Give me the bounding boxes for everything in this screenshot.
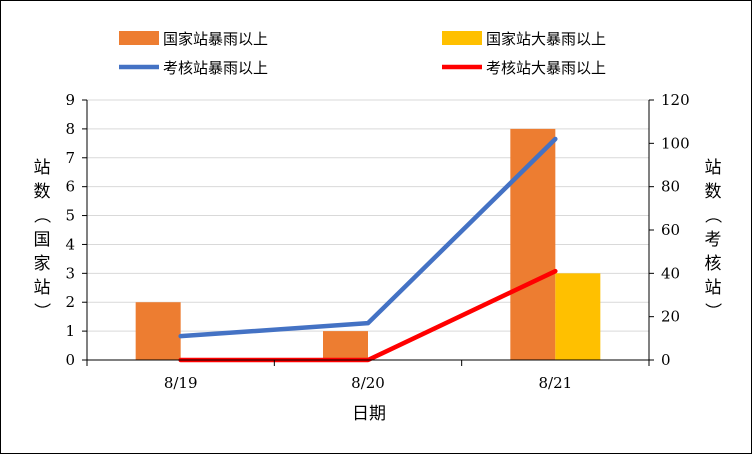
bar-series	[135, 128, 601, 360]
axis-title-char: 国	[34, 230, 51, 250]
left-axis-title: 站数（国家站）	[31, 158, 51, 320]
legend-label: 考核站暴雨以上	[163, 59, 268, 77]
axis-title-char: 站	[705, 158, 722, 178]
x-tick-label: 8/21	[538, 374, 572, 392]
bar	[135, 302, 181, 360]
axis-title-char: 站	[34, 278, 51, 298]
axis-title-char: ）	[702, 303, 722, 320]
axis-title-char: 站	[705, 278, 722, 298]
legend-item: 国家站暴雨以上	[119, 30, 268, 48]
axes	[82, 99, 654, 366]
axis-title-char: 站	[34, 158, 51, 178]
left-tick-label: 2	[65, 293, 75, 311]
legend-item: 国家站大暴雨以上	[442, 30, 606, 48]
axis-title-char: 数	[705, 182, 722, 202]
x-axis-title: 日期	[352, 404, 386, 424]
x-tick-label: 8/20	[351, 374, 385, 392]
left-axis-ticks: 0 1 2 3 4 5 6 7 8 9	[65, 91, 75, 369]
axis-title-char: 数	[34, 182, 51, 202]
left-tick-label: 1	[65, 322, 75, 340]
right-tick-label: 80	[661, 178, 680, 196]
series-line	[178, 136, 558, 339]
axis-title-char: ）	[31, 303, 51, 320]
axis-title-char: （	[702, 207, 722, 224]
axis-title-char: 核	[705, 254, 722, 274]
right-tick-label: 120	[661, 91, 690, 109]
bar	[555, 273, 601, 360]
left-tick-label: 9	[65, 91, 75, 109]
right-axis-title: 站数（考核站）	[702, 158, 722, 320]
legend-swatch	[442, 31, 482, 45]
left-tick-label: 5	[65, 207, 75, 225]
legend-label: 考核站大暴雨以上	[486, 59, 606, 77]
bar	[510, 128, 556, 360]
legend-item: 考核站大暴雨以上	[442, 59, 606, 77]
legend-item: 考核站暴雨以上	[119, 59, 268, 77]
legend-label: 国家站暴雨以上	[163, 30, 268, 48]
x-axis-ticks: 8/19 8/20 8/21	[164, 374, 572, 392]
left-tick-label: 8	[65, 120, 75, 138]
left-tick-label: 3	[65, 264, 75, 282]
right-tick-label: 40	[661, 264, 680, 282]
line-series	[178, 136, 558, 363]
left-tick-label: 4	[65, 235, 75, 253]
right-tick-label: 0	[661, 351, 671, 369]
legend-swatch	[119, 31, 159, 45]
axis-title-char: （	[31, 207, 51, 224]
legend-label: 国家站大暴雨以上	[486, 30, 606, 48]
axis-title-char: 考	[705, 230, 722, 250]
left-tick-label: 6	[65, 178, 75, 196]
right-tick-label: 20	[661, 308, 680, 326]
axis-title-char: 家	[34, 254, 51, 274]
right-tick-label: 60	[661, 221, 680, 239]
left-tick-label: 7	[65, 149, 75, 167]
x-tick-label: 8/19	[164, 374, 198, 392]
right-axis-ticks: 0 20 40 60 80 100 120	[661, 91, 690, 369]
left-tick-label: 0	[65, 351, 75, 369]
right-tick-label: 100	[661, 134, 690, 152]
bar	[323, 331, 368, 360]
